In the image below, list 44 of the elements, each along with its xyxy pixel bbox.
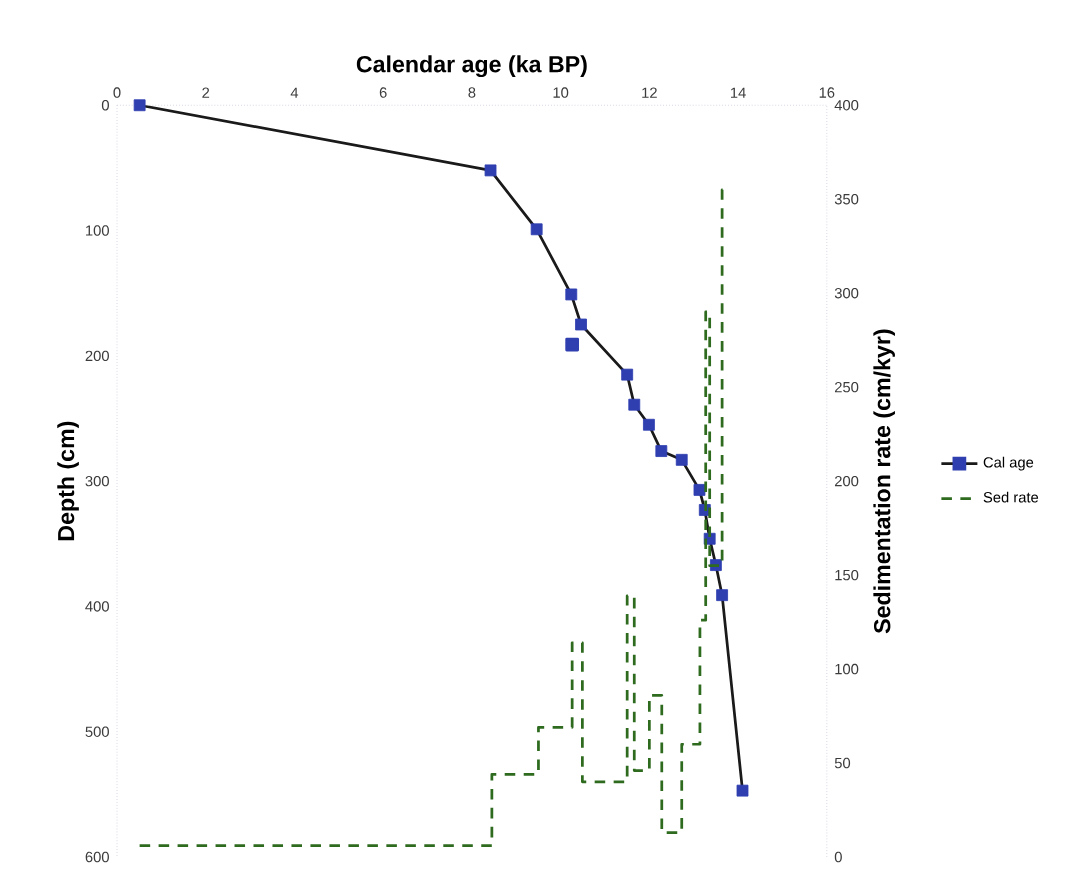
point (716, 589, 729, 602)
x-tick-label: 12 (642, 87, 657, 98)
y2-tick-label: 150 (835, 569, 859, 581)
y2-tick-label: 250 (834, 381, 859, 393)
point (643, 418, 655, 431)
x-tick-label: 4 (290, 87, 299, 98)
y2-axis-title: Sedimentation rate (cm/kyr) (873, 329, 895, 634)
y-tick-label: 400 (85, 601, 109, 612)
y-tick-label: 100 (86, 225, 109, 236)
x-tick-label: 0 (113, 87, 121, 98)
point (675, 453, 688, 466)
y-tick-label: 500 (85, 726, 109, 737)
point (565, 337, 580, 352)
legend-label: Sed rate (983, 491, 1039, 503)
x-tick-label: 10 (553, 87, 569, 98)
y-axis-title: Depth (cm) (57, 421, 79, 541)
y2-tick-label: 350 (834, 193, 859, 205)
point (628, 398, 641, 411)
point (736, 784, 749, 797)
y-tick-label: 300 (85, 475, 109, 487)
y2-tick-label: 0 (834, 851, 842, 863)
point (565, 288, 578, 301)
x-tick-label: 8 (468, 87, 476, 98)
legend-label: Cal age (983, 456, 1034, 471)
point (693, 484, 706, 496)
x-tick-label: 6 (379, 87, 387, 98)
y2-tick-label: 300 (834, 287, 859, 299)
y-tick-label: 0 (101, 100, 109, 111)
x-tick-label: 2 (202, 87, 210, 98)
x-axis-title: Calendar age (ka BP) (356, 55, 587, 78)
point (530, 223, 543, 236)
y2-tick-label: 50 (834, 757, 851, 769)
y2-tick-label: 200 (834, 475, 859, 487)
x-tick-label: 16 (819, 87, 835, 98)
y2-tick-label: 100 (835, 663, 859, 675)
y2-tick-label: 400 (834, 100, 859, 111)
x-tick-label: 14 (730, 87, 746, 98)
point (621, 368, 634, 381)
point (575, 318, 587, 331)
point (655, 445, 668, 457)
point (484, 164, 497, 177)
point (133, 99, 146, 112)
y-tick-label: 200 (85, 350, 109, 362)
y-tick-label: 600 (85, 851, 109, 863)
